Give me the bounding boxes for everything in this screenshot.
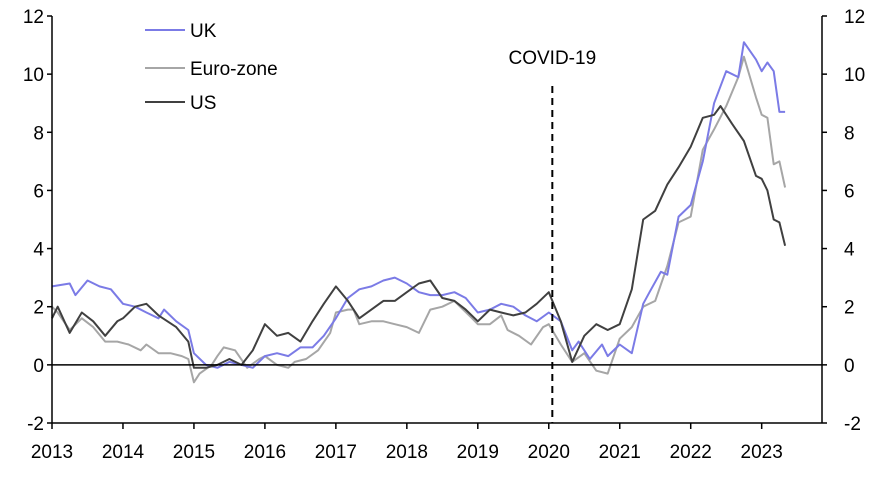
y-tick-label-right: 6	[844, 181, 855, 202]
x-tick-label: 2013	[31, 442, 73, 463]
y-tick-label-left: 6	[33, 181, 44, 202]
covid-annotation: COVID-19	[509, 48, 597, 69]
x-tick-label: 2018	[386, 442, 428, 463]
legend-label-uk: UK	[190, 21, 217, 42]
series-line-euro-zone	[51, 55, 787, 384]
y-tick-label-left: 2	[33, 298, 44, 319]
y-tick-label-right: 4	[844, 240, 855, 261]
y-tick-label-left: 10	[23, 65, 44, 86]
x-tick-label: 2019	[457, 442, 499, 463]
y-tick-label-right: 2	[844, 298, 855, 319]
x-tick-label: 2023	[741, 442, 783, 463]
x-tick-label: 2014	[102, 442, 145, 463]
x-tick-label: 2021	[599, 442, 641, 463]
y-tick-label-left: -2	[27, 414, 44, 435]
series-lines	[51, 41, 787, 384]
legend: UK Euro-zone US	[145, 21, 278, 114]
y-tick-label-left: 0	[33, 356, 44, 377]
y-tick-label-left: 12	[23, 7, 44, 28]
x-tick-label: 2016	[244, 442, 286, 463]
y-tick-label-left: 8	[33, 123, 44, 144]
y-tick-label-right: 12	[844, 7, 865, 28]
x-tick-label: 2020	[528, 442, 570, 463]
series-line-uk	[51, 41, 786, 369]
y-tick-label-left: 4	[33, 240, 44, 261]
y-tick-label-right: 8	[844, 123, 855, 144]
y-tick-label-right: -2	[844, 414, 861, 435]
series-line-us	[51, 105, 787, 369]
y-tick-label-right: 0	[844, 356, 855, 377]
legend-label-us: US	[190, 93, 216, 114]
legend-label-euro-zone: Euro-zone	[190, 59, 278, 80]
x-tick-label: 2017	[315, 442, 357, 463]
y-tick-label-right: 10	[844, 65, 865, 86]
x-tick-label: 2022	[670, 442, 712, 463]
axes: -2 0 2 4 6 8 10 12 -2 0 2 4 6 8 10 12 2013 2014 2015 2016 20…	[23, 7, 865, 463]
x-tick-label: 2015	[173, 442, 215, 463]
